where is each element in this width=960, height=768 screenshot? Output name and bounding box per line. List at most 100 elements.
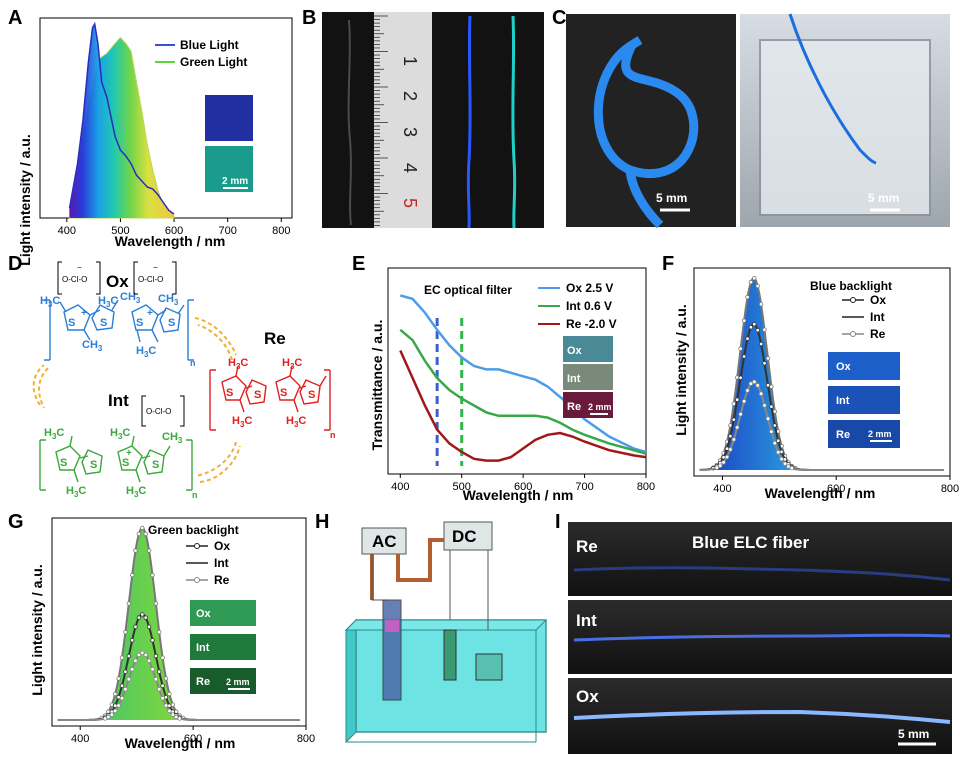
panel-b: B 1 2 3 4 5 [302,7,544,229]
panel-g-point-re [123,687,128,692]
svg-text:CH3: CH3 [162,431,183,445]
panel-label-b: B [302,7,316,29]
panel-g-point-ox [167,691,172,697]
panel-a-scale-text: 2 mm [222,176,248,187]
panel-h-dc-label: DC [452,527,477,546]
panel-f-point-int [748,325,754,330]
panel-e-legend-int: Int 0.6 V [566,299,612,313]
panel-g-point-ox [119,655,125,660]
svg-text:S: S [168,317,175,329]
panel-g-line-re [57,651,300,721]
panel-f-point-re [772,440,777,446]
panel-h-tank-top [344,619,548,631]
panel-g-point-int [143,615,148,620]
panel-c-scale-right-text: 5 mm [868,191,899,205]
panel-i-label-ox: Ox [576,687,599,706]
svg-text:−: − [153,263,158,272]
panel-a-blue-light-line [68,21,175,215]
panel-d-int-structure [39,435,193,491]
panel-g-point-re [177,716,182,721]
svg-text:H3C: H3C [98,295,118,309]
panel-g-point-re [156,687,162,692]
panel-f-point-re [745,388,750,393]
panel-h-ac-label: AC [372,532,397,551]
panel-a-blue-light-area [69,24,175,218]
panel-f-tick-label-600: 600 [827,483,845,495]
svg-text:O-Cl-O: O-Cl-O [138,275,163,284]
panel-f-point-int [772,423,777,428]
panel-b-ruler-1: 1 [400,56,420,66]
svg-text:H3C: H3C [44,427,64,441]
panel-f-point-int [758,341,764,347]
panel-f-point-ox [765,356,771,361]
panel-g-line-int [57,613,300,721]
panel-f-tick-label-400: 400 [713,483,731,495]
panel-e-legend-ox: Ox 2.5 V [566,281,613,295]
panel-g-point-re [153,677,159,682]
panel-g-point-ox [136,531,142,537]
svg-text:S: S [68,317,75,329]
svg-text:+: + [126,448,132,459]
panel-g-legend-ox-marker [194,543,200,549]
svg-text:S: S [136,317,143,329]
panel-f-curves [699,276,944,471]
panel-f-point-ox [748,279,754,285]
panel-b-photo [322,12,544,228]
panel-g-point-re [143,652,148,658]
panel-g-point-ox [129,572,135,578]
panel-d: D H3C H3C CH3 CH3 CH3 H3C S S S S + + n [8,253,336,500]
svg-text:H3C: H3C [126,485,146,499]
panel-label-e: E [352,253,365,275]
panel-f-point-ox [772,409,777,414]
panel-e-title: EC optical filter [424,283,512,297]
panel-g-tick-label-800: 800 [297,733,315,745]
panel-h-tank-side [345,618,357,744]
panel-i-fiber-re [573,566,951,582]
panel-f-point-re [755,383,760,388]
panel-e-swatch-ox [563,336,613,362]
panel-h-fiber-electrode [382,599,402,701]
panel-f-point-re [758,391,764,396]
panel-f-point-ox [762,327,767,332]
svg-text:S: S [226,387,233,399]
panel-e-swatch-re-label: Re [567,401,581,413]
panel-label-c: C [552,7,566,29]
panel-i-fiber-int [573,633,951,642]
panel-h-ac-wire-outline [371,554,386,601]
panel-f-legend-re: Re [870,327,886,341]
svg-text:CH3: CH3 [82,339,103,353]
panel-f-legend-ox-marker [850,297,856,303]
panel-g-point-int [153,653,159,659]
panel-a: A Light intensity / a.u. Wavelength / nm… [8,7,293,266]
panel-f-point-re [769,429,774,434]
svg-text:+: + [147,308,153,319]
panel-g-tick-label-400: 400 [71,733,89,745]
panel-f-point-re [714,465,719,470]
panel-e-scale-text: 2 mm [588,402,612,412]
panel-d-int-anion-text: O-Cl-O [146,407,171,416]
panel-f-swatch-re [828,420,900,448]
panel-e-swatch-ox-label: Ox [567,345,583,357]
panel-i-label-re: Re [576,537,598,556]
panel-g-point-re [136,652,142,658]
panel-g-legend-re: Re [214,573,230,587]
svg-text:S: S [100,317,107,329]
panel-g-point-re [150,667,155,672]
panel-g-point-ox [153,601,159,606]
panel-h-reference-electrode [443,629,457,681]
panel-g-point-ox [126,601,131,606]
panel-f-point-int [769,404,774,409]
svg-text:CH3: CH3 [120,291,141,305]
panel-b-ruler [374,12,432,228]
svg-text:H3C: H3C [136,345,156,359]
panel-f-swatch-re-label: Re [836,429,850,441]
panel-f-point-re [789,466,794,471]
panel-f-swatch-int-label: Int [836,395,850,407]
panel-f-point-re [735,425,740,430]
panel-b-fiber-blue [466,15,472,229]
panel-label-d: D [8,253,22,275]
panel-g-swatch-ox [190,600,256,626]
panel-f-point-re [779,456,784,462]
panel-f-legend-int: Int [870,310,885,324]
panel-h: H AC DC [315,511,548,744]
